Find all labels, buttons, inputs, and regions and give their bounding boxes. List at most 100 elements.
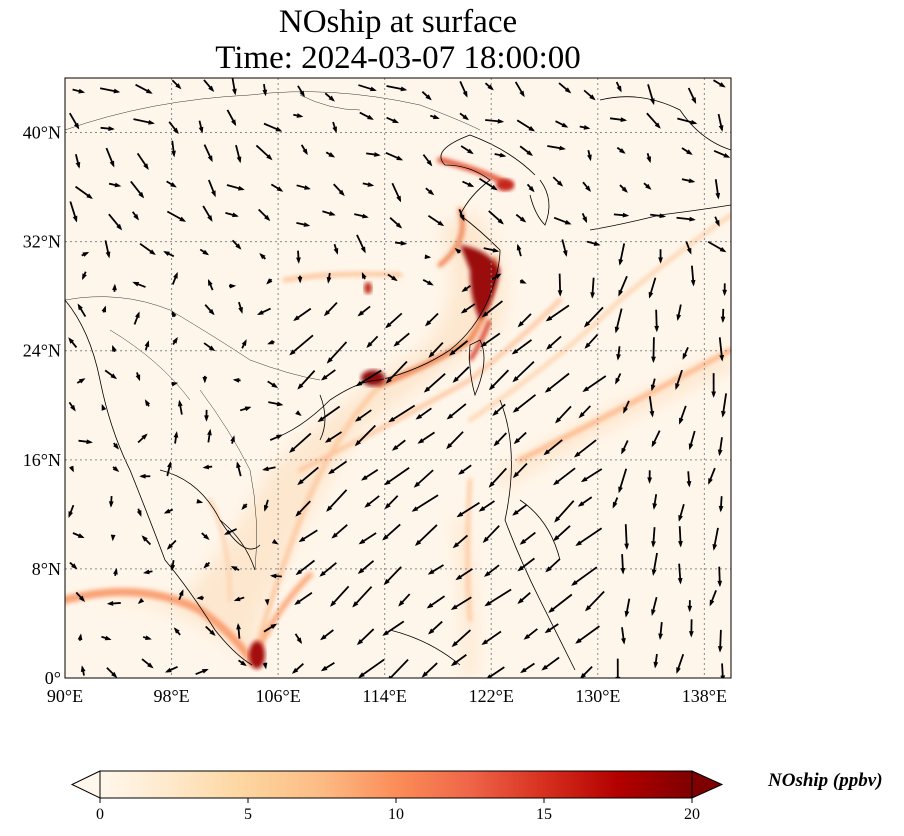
- wind-arrow-head: [688, 631, 694, 638]
- wind-arrow-head: [296, 257, 301, 264]
- wind-arrow-head: [451, 641, 458, 648]
- wind-arrow-head: [616, 85, 622, 93]
- wind-arrow-head: [236, 461, 241, 469]
- wind-arrow-head: [428, 351, 435, 358]
- wind-arrow-head: [298, 536, 306, 543]
- wind-arrow-head: [709, 599, 715, 607]
- wind-arrow-head: [297, 479, 304, 486]
- wind-arrow-head: [237, 185, 245, 191]
- wind-arrow-head: [198, 126, 204, 134]
- wind-arrow-head: [719, 246, 727, 253]
- wind-arrow-shaft: [386, 360, 408, 383]
- wind-arrow-head: [358, 538, 366, 545]
- wind-arrow-head: [171, 310, 177, 318]
- wind-arrow-head: [492, 247, 500, 253]
- wind-arrow-head: [358, 672, 365, 678]
- wind-arrow-head: [69, 465, 74, 473]
- wind-arrow-head: [317, 416, 325, 423]
- wind-arrow-head: [141, 433, 148, 440]
- lat-tick-label: 24°N: [23, 341, 61, 361]
- wind-arrow-head: [718, 505, 724, 513]
- wind-arrow-head: [575, 540, 582, 547]
- wind-arrow-head: [110, 534, 116, 542]
- wind-arrow-head: [654, 122, 661, 129]
- wind-arrow-head: [653, 661, 659, 669]
- wind-arrow-head: [689, 216, 696, 222]
- wind-arrow-head: [383, 578, 390, 586]
- wind-arrow-head: [426, 602, 434, 609]
- wind-arrow-head: [717, 580, 723, 588]
- wind-arrow-head: [546, 343, 553, 350]
- wind-arrow-head: [421, 671, 428, 678]
- wind-arrow-head: [554, 516, 561, 523]
- wind-arrow-shaft: [513, 360, 535, 382]
- wind-arrow-head: [721, 410, 726, 418]
- wind-arrow-head: [717, 646, 723, 653]
- wind-arrow-head: [714, 219, 720, 227]
- wind-arrow-head: [262, 89, 268, 97]
- wind-arrow-head: [266, 278, 273, 285]
- wind-arrow-head: [326, 277, 332, 284]
- colorbar-tick-label: 20: [684, 806, 700, 823]
- wind-arrow-head: [393, 340, 400, 347]
- wind-arrow-head: [658, 633, 663, 641]
- wind-arrow-shaft: [356, 369, 382, 387]
- wind-arrow-shaft: [513, 394, 537, 413]
- wind-arrow-head: [647, 477, 653, 484]
- wind-arrow-head: [615, 377, 621, 385]
- wind-arrow-head: [80, 665, 86, 672]
- wind-arrow-head: [320, 374, 328, 381]
- wind-arrow-head: [143, 163, 149, 170]
- wind-arrow-shaft: [576, 527, 603, 546]
- wind-arrow-shaft: [355, 424, 376, 446]
- map-title-line2: Time: 2024-03-07 18:00:00: [215, 40, 581, 76]
- wind-arrow-head: [676, 314, 682, 322]
- wind-arrow-head: [208, 345, 216, 352]
- wind-arrow-head: [620, 568, 626, 575]
- wind-arrow-head: [68, 511, 74, 518]
- wind-arrow-head: [691, 97, 697, 104]
- wind-arrow-head: [207, 279, 213, 286]
- wind-arrow-head: [333, 247, 339, 255]
- wind-arrow-head: [391, 275, 398, 282]
- wind-arrow-head: [462, 90, 468, 98]
- wind-arrow-head: [512, 471, 520, 479]
- wind-arrow-head: [545, 566, 552, 573]
- wind-arrow-head: [144, 399, 151, 407]
- wind-arrow-head: [324, 437, 332, 443]
- wind-arrow-head: [367, 114, 374, 120]
- wind-arrow-head: [202, 249, 210, 256]
- wind-arrow-head: [624, 610, 630, 618]
- wind-arrow-head: [582, 386, 590, 392]
- wind-arrow-head: [320, 665, 328, 672]
- wind-arrow-head: [589, 94, 596, 101]
- wind-arrow-head: [230, 435, 235, 443]
- wind-arrow-head: [177, 399, 183, 407]
- wind-arrow-head: [708, 477, 713, 485]
- wind-arrow-head: [482, 536, 489, 544]
- wind-arrow-head: [427, 280, 434, 286]
- wind-arrow-head: [360, 246, 366, 254]
- wind-arrow-head: [561, 122, 569, 128]
- wind-arrow-head: [425, 94, 432, 101]
- wind-arrow-head: [338, 189, 345, 197]
- wind-arrow-head: [275, 126, 283, 132]
- wind-arrow-head: [82, 273, 87, 281]
- wind-arrow-head: [652, 503, 658, 510]
- wind-arrow-head: [113, 567, 118, 575]
- wind-arrow-head: [71, 563, 78, 570]
- colorbar-tick-label: 5: [244, 806, 252, 823]
- wind-arrow-head: [357, 310, 364, 317]
- wind-arrow-head: [512, 376, 519, 383]
- wind-arrow-head: [467, 182, 475, 187]
- wind-arrow-head: [593, 241, 601, 246]
- wind-arrow-head: [528, 185, 535, 193]
- wind-arrow-head: [511, 348, 519, 355]
- wind-arrow-head: [173, 627, 180, 634]
- wind-arrow-head: [456, 511, 464, 518]
- lon-tick-labels: 90°E 98°E 106°E 114°E 122°E 130°E 138°E: [47, 686, 727, 706]
- wind-arrow-head: [585, 185, 592, 192]
- lat-tick-label: 40°N: [23, 123, 61, 143]
- wind-arrow-head: [203, 533, 210, 540]
- wind-arrow-head: [361, 271, 367, 279]
